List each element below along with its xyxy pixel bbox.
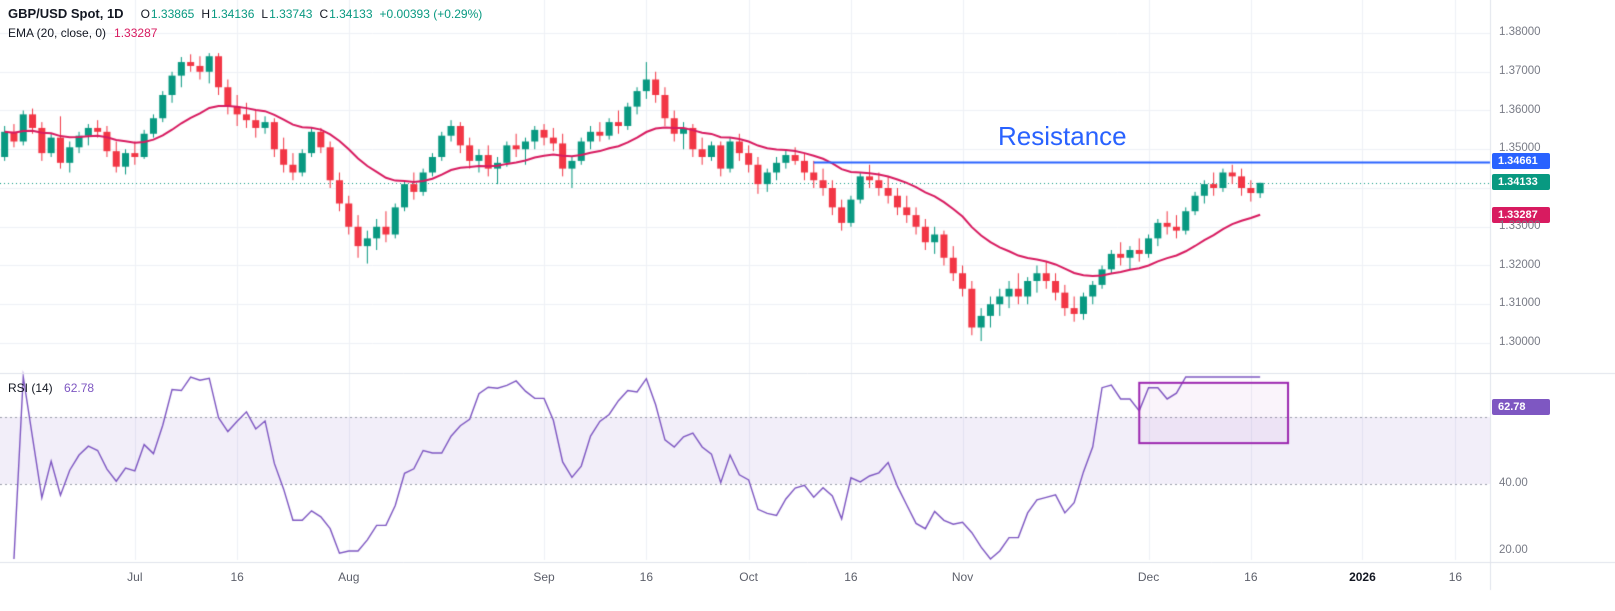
ohlc-high-label: H [201,7,210,21]
time-axis-label: Dec [1137,570,1160,584]
rsi-tick-label: 40.00 [1499,477,1528,489]
ema-legend[interactable]: EMA (20, close, 0) 1.33287 [8,26,482,40]
ohlc-low-label: L [261,7,269,21]
time-axis-label: 16 [1448,570,1463,584]
price-tick-label: 1.36000 [1499,103,1541,116]
price-tick-label: 1.30000 [1499,336,1541,348]
price-tick-label: 1.37000 [1499,64,1541,77]
price-tick-label: 1.38000 [1499,26,1541,38]
ohlc-high-value: 1.34136 [210,7,255,21]
time-axis-label: 2026 [1349,570,1376,584]
ohlc-open-value: 1.33865 [150,7,195,21]
ema-legend-value: 1.33287 [114,26,158,40]
symbol-title[interactable]: GBP/USD Spot, 1D [8,6,124,21]
price-tick-label: 1.35000 [1499,142,1541,155]
rsi-legend-label: RSI (14) [8,381,53,395]
price-tick-label: 1.33000 [1499,219,1541,232]
ema-legend-label: EMA (20, close, 0) [8,26,107,40]
price-tick-label: 1.32000 [1499,258,1541,271]
ohlc-low-value: 1.33743 [269,7,313,21]
last-price-badge: 1.34133 [1492,173,1550,190]
time-axis-label: 16 [230,570,244,584]
ohlc-close-label: C [319,7,329,21]
time-axis[interactable]: Jul 16 Aug Sep 16 Oct 16 Nov Dec 16 2026 16 [0,562,1490,594]
time-axis-label: 16 [844,570,858,584]
time-axis-label: 16 [1244,570,1258,584]
ohlc-close-value: 1.34133 [329,7,373,21]
rsi-tick-label: 20.00 [1499,544,1528,556]
ohlc-open-label: O [140,7,150,21]
price-axis[interactable]: 1.34661 1.34133 1.33287 62.78 1.38000 1.3… [1490,0,1615,562]
time-axis-label: Oct [739,570,758,584]
time-axis-label: Jul [127,570,143,584]
resistance-price-badge: 1.34661 [1492,153,1550,170]
rsi-legend[interactable]: RSI (14) 62.78 [8,381,94,395]
rsi-value-badge: 62.78 [1492,398,1550,415]
rsi-legend-value: 62.78 [64,381,95,395]
time-axis-label: Sep [533,570,555,584]
time-axis-label: Aug [338,570,360,584]
resistance-label[interactable]: Resistance [998,121,1127,151]
legend: GBP/USD Spot, 1D O 1.33865 H 1.34136 L 1.33… [8,6,482,40]
change-value: +0.00393 (+0.29%) [379,7,483,21]
time-axis-label: 16 [639,570,654,584]
price-tick-label: 1.31000 [1499,297,1541,310]
ema-price-badge: 1.33287 [1492,206,1550,223]
time-axis-label: Nov [951,570,974,584]
